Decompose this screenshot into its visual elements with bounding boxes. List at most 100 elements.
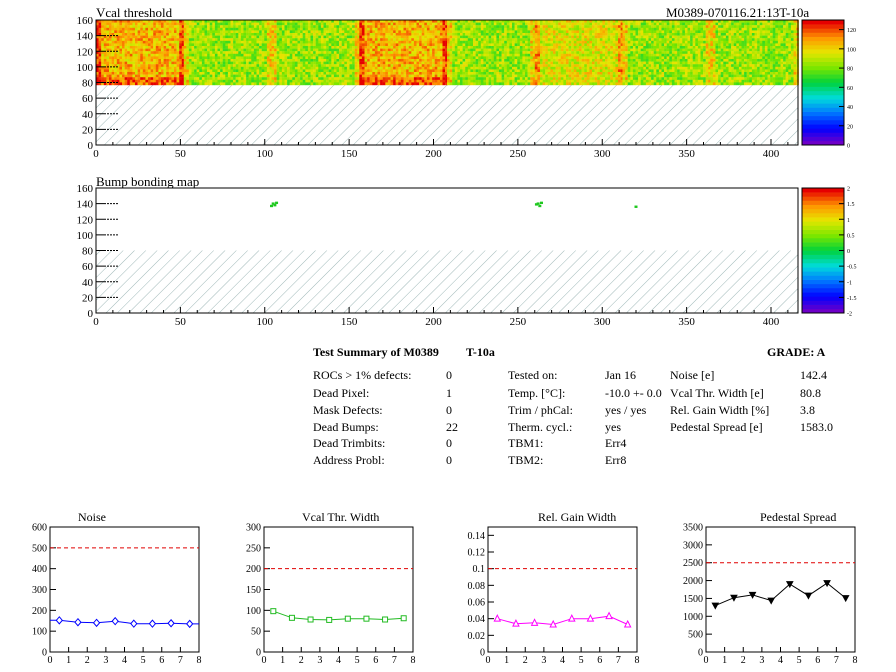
heatmap-cell <box>238 74 242 78</box>
heatmap-cell <box>114 66 117 70</box>
heatmap-cell <box>519 64 523 67</box>
heatmap-cell <box>447 43 450 47</box>
heatmap-cell <box>449 66 453 70</box>
heatmap-cell <box>248 30 252 34</box>
heatmap-cell <box>251 25 255 28</box>
heatmap-cell <box>352 20 355 23</box>
heatmap-cell <box>566 59 569 62</box>
heatmap-cell <box>387 66 391 70</box>
heatmap-cell <box>573 22 577 26</box>
heatmap-cell <box>586 46 590 49</box>
heatmap-cell <box>382 25 386 28</box>
heatmap-cell <box>145 35 149 39</box>
heatmap-cell <box>579 25 582 28</box>
heatmap-cell <box>116 74 120 78</box>
heatmap-cell <box>592 82 595 86</box>
heatmap-cell <box>310 69 314 73</box>
heatmap-cell <box>460 48 463 52</box>
heatmap-cell <box>465 61 468 65</box>
heatmap-cell <box>163 22 167 26</box>
heatmap-cell <box>478 77 481 80</box>
heatmap-cell <box>266 46 270 49</box>
heatmap-cell <box>398 69 402 73</box>
heatmap-cell <box>246 69 249 73</box>
heatmap-cell <box>470 38 474 41</box>
heatmap-cell <box>315 77 319 80</box>
heatmap-cell <box>140 66 143 70</box>
heatmap-cell <box>566 22 569 26</box>
heatmap-cell <box>326 35 329 39</box>
heatmap-cell <box>563 48 567 52</box>
heatmap-cell <box>145 25 149 28</box>
heatmap-cell <box>171 74 175 78</box>
heatmap-cell <box>313 30 316 34</box>
heatmap-cell <box>382 72 386 75</box>
heatmap-cell <box>341 40 345 44</box>
heatmap-cell <box>238 25 242 28</box>
heatmap-cell <box>235 20 239 23</box>
heatmap-cell <box>246 59 249 62</box>
heatmap-cell <box>227 46 231 49</box>
heatmap-cell <box>196 59 200 62</box>
heatmap-cell <box>411 22 415 26</box>
heatmap-cell <box>493 43 497 47</box>
heatmap-cell <box>266 77 270 80</box>
heatmap-cell <box>346 51 350 54</box>
heatmap-cell <box>547 72 551 75</box>
heatmap-cell <box>460 74 463 78</box>
heatmap-cell <box>307 56 311 60</box>
heatmap-cell <box>602 64 606 67</box>
heatmap-cell <box>129 72 133 75</box>
heatmap-cell <box>519 43 523 47</box>
heatmap-cell <box>607 27 611 31</box>
heatmap-cell <box>434 27 438 31</box>
heatmap-cell <box>359 79 363 83</box>
heatmap-cell <box>194 82 197 86</box>
heatmap-cell <box>403 66 407 70</box>
heatmap-cell <box>390 33 394 36</box>
heatmap-cell <box>599 25 603 28</box>
heatmap-cell <box>346 38 350 41</box>
heatmap-cell <box>307 61 311 65</box>
heatmap-cell <box>367 51 370 54</box>
heatmap-cell <box>579 30 582 34</box>
heatmap-cell <box>413 72 417 75</box>
heatmap-cell <box>171 66 175 70</box>
heatmap-cell <box>274 33 277 36</box>
heatmap-cell <box>148 46 151 49</box>
heatmap-cell <box>424 74 428 78</box>
heatmap-cell <box>525 27 528 31</box>
heatmap-cell <box>449 64 453 67</box>
heatmap-cell <box>142 27 146 31</box>
heatmap-cell <box>204 43 208 47</box>
heatmap-cell <box>168 82 172 86</box>
heatmap-cell <box>297 51 301 54</box>
heatmap-cell <box>248 77 252 80</box>
heatmap-cell <box>406 53 409 57</box>
heatmap-cell <box>127 64 130 67</box>
heatmap-cell <box>437 77 441 80</box>
heatmap-cell <box>179 59 182 62</box>
heatmap-cell <box>132 51 136 54</box>
heatmap-cell <box>547 82 551 86</box>
heatmap-cell <box>119 56 123 60</box>
heatmap-cell <box>504 22 507 26</box>
heatmap-cell <box>331 82 335 86</box>
heatmap-cell <box>597 59 600 62</box>
heatmap-cell <box>253 38 257 41</box>
heatmap-cell <box>592 48 595 52</box>
heatmap-cell <box>586 38 590 41</box>
heatmap-cell <box>339 69 342 73</box>
heatmap-cell <box>488 74 492 78</box>
heatmap-cell <box>413 20 417 23</box>
heatmap-cell <box>393 46 396 49</box>
heatmap-cell <box>207 40 210 44</box>
heatmap-cell <box>592 53 595 57</box>
heatmap-cell <box>576 22 580 26</box>
heatmap-cell <box>555 82 559 86</box>
heatmap-cell <box>261 22 265 26</box>
heatmap-cell <box>305 59 309 62</box>
heatmap-cell <box>276 64 280 67</box>
heatmap-cell <box>323 79 327 83</box>
heatmap-cell <box>377 20 381 23</box>
